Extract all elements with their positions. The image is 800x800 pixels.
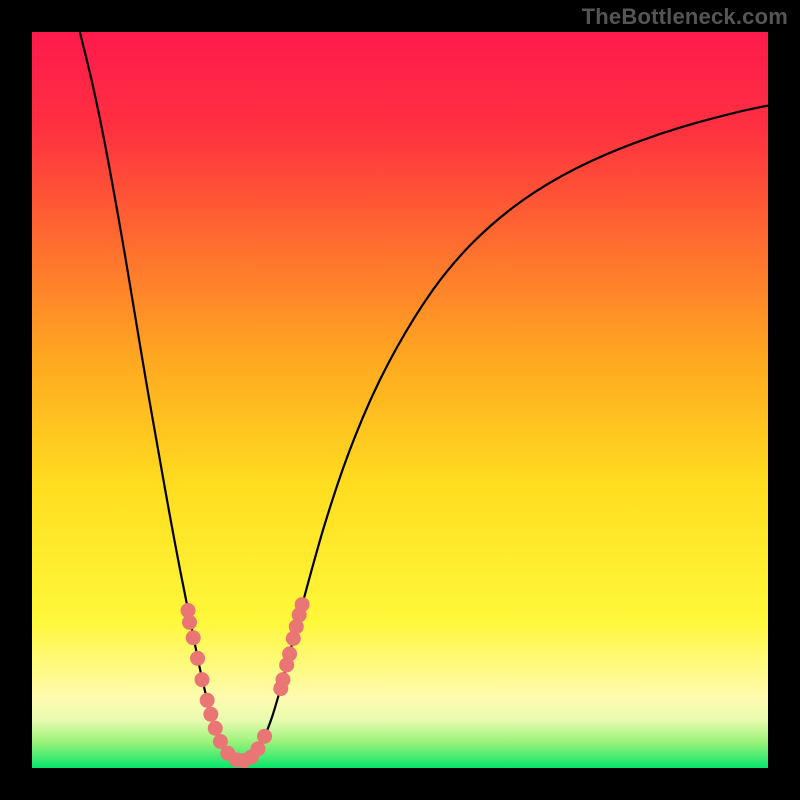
- data-marker: [186, 630, 201, 645]
- data-marker: [282, 646, 297, 661]
- plot-area: [32, 32, 768, 768]
- data-marker: [257, 729, 272, 744]
- data-marker: [203, 707, 218, 722]
- data-marker: [195, 672, 210, 687]
- bottleneck-curve-chart: [32, 32, 768, 768]
- watermark-label: TheBottleneck.com: [582, 4, 788, 30]
- chart-frame: TheBottleneck.com: [0, 0, 800, 800]
- data-marker: [295, 597, 310, 612]
- data-marker: [190, 651, 205, 666]
- data-marker: [275, 672, 290, 687]
- data-marker: [182, 615, 197, 630]
- data-marker: [200, 693, 215, 708]
- data-marker: [208, 721, 223, 736]
- gradient-background: [32, 32, 768, 768]
